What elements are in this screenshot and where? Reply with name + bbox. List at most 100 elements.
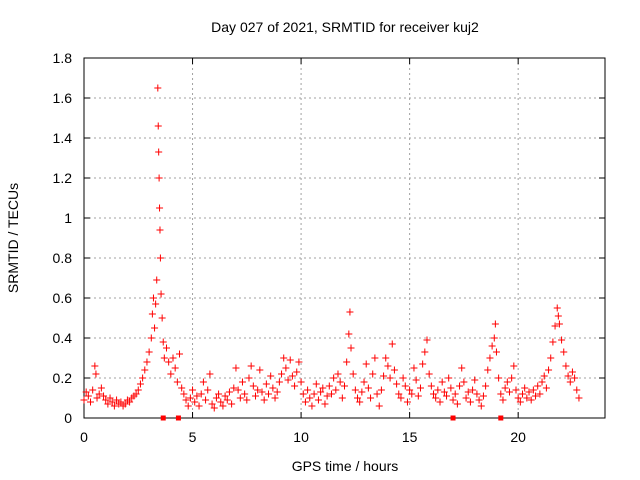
data-point bbox=[154, 84, 162, 92]
data-point bbox=[508, 374, 516, 382]
data-point bbox=[447, 384, 455, 392]
data-point bbox=[297, 378, 305, 386]
data-point bbox=[516, 398, 524, 406]
tick-labels: 0 5 10 15 20 0 0.2 0.4 0.6 0.8 1 1.2 1.4 1.6 1.8 bbox=[53, 50, 527, 445]
data-point bbox=[558, 336, 566, 344]
data-point bbox=[278, 370, 286, 378]
data-point bbox=[269, 384, 277, 392]
data-point bbox=[134, 386, 142, 394]
data-point bbox=[184, 402, 192, 410]
data-point bbox=[301, 398, 309, 406]
data-point bbox=[412, 376, 420, 384]
data-point bbox=[488, 342, 496, 350]
data-point bbox=[477, 402, 485, 410]
data-point bbox=[208, 400, 216, 408]
data-point bbox=[347, 344, 355, 352]
data-point bbox=[91, 362, 99, 370]
data-point bbox=[542, 384, 550, 392]
data-point bbox=[82, 388, 90, 396]
grid bbox=[84, 58, 605, 418]
data-point bbox=[536, 390, 544, 398]
data-point bbox=[430, 390, 438, 398]
data-point bbox=[562, 362, 570, 370]
data-point bbox=[169, 354, 177, 362]
data-point bbox=[152, 300, 160, 308]
data-point bbox=[564, 372, 572, 380]
data-point bbox=[243, 396, 251, 404]
data-point bbox=[191, 398, 199, 406]
data-point bbox=[451, 390, 459, 398]
data-point bbox=[427, 382, 435, 390]
data-point bbox=[343, 358, 351, 366]
data-point bbox=[155, 148, 163, 156]
data-point bbox=[215, 390, 223, 398]
y-tick-label: 0.4 bbox=[53, 330, 73, 346]
data-point bbox=[149, 294, 157, 302]
data-point bbox=[549, 338, 557, 346]
data-point bbox=[338, 394, 346, 402]
data-point bbox=[92, 370, 100, 378]
x-tick-label: 0 bbox=[80, 429, 88, 445]
data-point bbox=[312, 380, 320, 388]
data-point bbox=[254, 386, 262, 394]
data-point bbox=[293, 368, 301, 376]
data-point bbox=[291, 382, 299, 390]
data-point bbox=[371, 354, 379, 362]
data-point bbox=[551, 322, 559, 330]
data-point bbox=[100, 392, 108, 400]
data-point bbox=[356, 398, 364, 406]
data-point bbox=[104, 400, 112, 408]
data-point bbox=[234, 386, 242, 394]
y-tick-label: 1.6 bbox=[53, 90, 73, 106]
data-point bbox=[560, 348, 568, 356]
data-point bbox=[273, 388, 281, 396]
data-point bbox=[197, 390, 205, 398]
data-point bbox=[143, 358, 151, 366]
data-point bbox=[108, 398, 116, 406]
data-point bbox=[225, 388, 233, 396]
data-point bbox=[153, 276, 161, 284]
data-point bbox=[573, 386, 581, 394]
data-point bbox=[327, 390, 335, 398]
data-point bbox=[397, 394, 405, 402]
data-point bbox=[156, 254, 164, 262]
x-tick-label: 20 bbox=[510, 429, 526, 445]
data-point bbox=[113, 396, 121, 404]
chart-title: Day 027 of 2021, SRMTID for receiver kuj… bbox=[211, 19, 479, 35]
data-point bbox=[349, 370, 357, 378]
data-point bbox=[393, 380, 401, 388]
data-point bbox=[403, 398, 411, 406]
x-tick-label: 5 bbox=[189, 429, 197, 445]
data-point bbox=[553, 304, 561, 312]
data-point bbox=[267, 372, 275, 380]
data-point bbox=[482, 382, 490, 390]
data-point bbox=[529, 386, 537, 394]
data-point bbox=[325, 382, 333, 390]
data-point bbox=[221, 392, 229, 400]
data-point bbox=[271, 394, 279, 402]
data-point bbox=[206, 370, 214, 378]
data-point bbox=[406, 386, 414, 394]
data-point bbox=[154, 122, 162, 130]
plot-frame bbox=[83, 57, 606, 419]
data-point bbox=[568, 368, 576, 376]
data-point bbox=[160, 354, 168, 362]
data-point bbox=[554, 312, 562, 320]
data-point bbox=[319, 384, 327, 392]
y-tick-label: 1 bbox=[64, 210, 72, 226]
data-point bbox=[141, 366, 149, 374]
data-point bbox=[165, 358, 173, 366]
data-point bbox=[95, 390, 103, 398]
data-point bbox=[399, 374, 407, 382]
data-point bbox=[534, 382, 542, 390]
data-point bbox=[575, 394, 583, 402]
data-point bbox=[245, 374, 253, 382]
data-point bbox=[230, 384, 238, 392]
data-point bbox=[490, 334, 498, 342]
data-point bbox=[249, 382, 257, 390]
x-tick-label: 10 bbox=[293, 429, 309, 445]
data-point bbox=[265, 390, 273, 398]
data-point bbox=[421, 348, 429, 356]
data-point bbox=[358, 388, 366, 396]
